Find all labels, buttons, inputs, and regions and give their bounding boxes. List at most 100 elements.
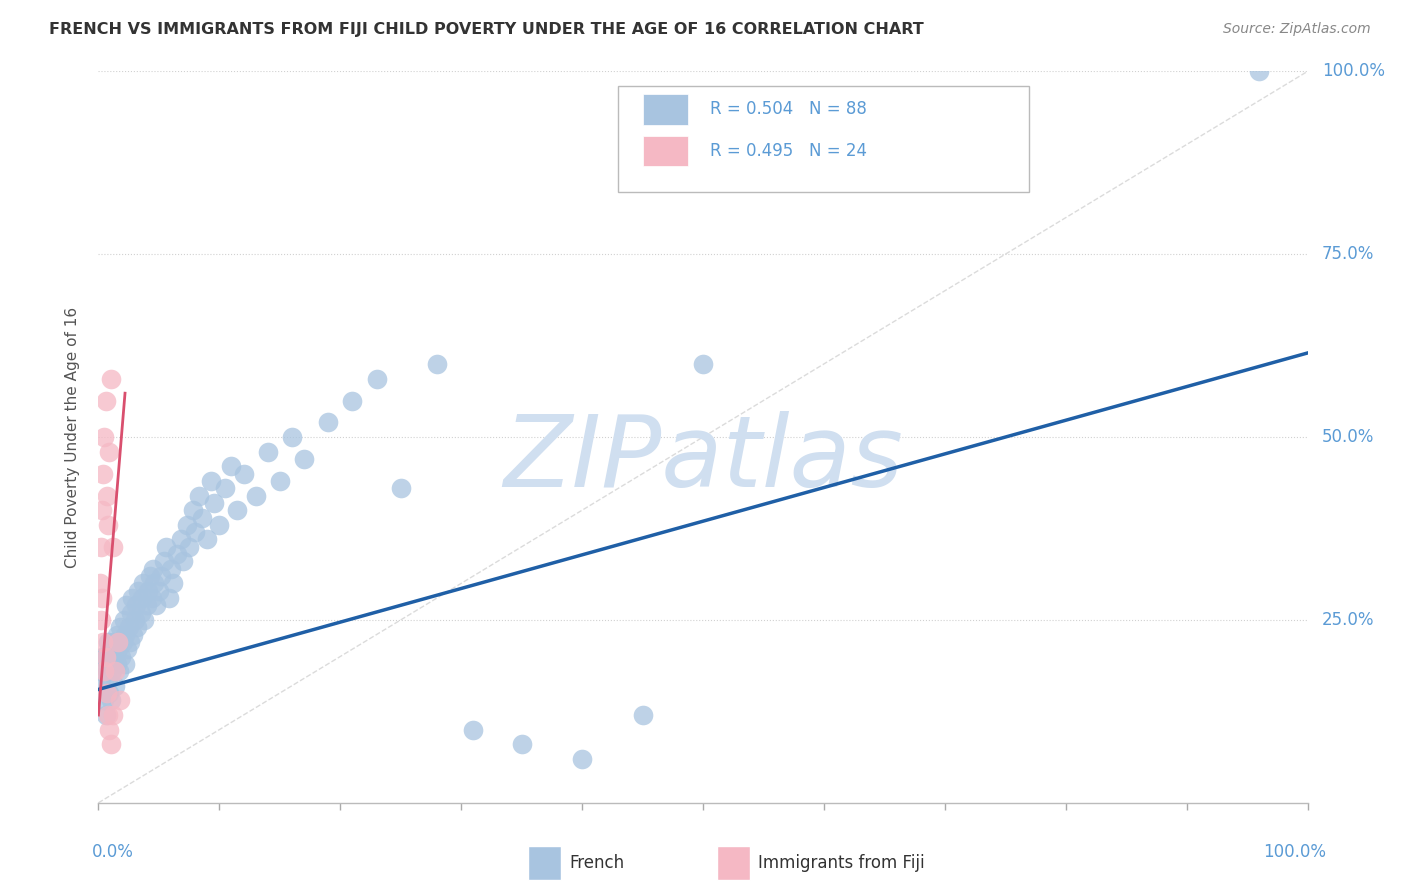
Point (90, 664, 112, 678)
Point (98, 686, 121, 700)
Point (100, 642, 122, 657)
Point (208, 517, 231, 532)
Point (184, 525, 207, 540)
Point (97, 708, 120, 723)
Point (1249, 64, 1271, 78)
Point (191, 510, 214, 524)
Point (108, 693, 131, 707)
Point (94, 708, 117, 723)
Point (152, 554, 174, 568)
Text: ZIPatlas: ZIPatlas (503, 410, 903, 508)
Point (118, 620, 141, 634)
Point (145, 599, 167, 613)
Point (135, 599, 157, 613)
Point (97, 517, 120, 532)
Point (139, 569, 162, 583)
Text: Immigrants from Fiji: Immigrants from Fiji (758, 854, 925, 872)
Point (100, 664, 122, 678)
Point (93, 693, 115, 707)
Point (100, 737, 122, 751)
Point (94, 393, 117, 408)
Point (115, 599, 138, 613)
Text: 50.0%: 50.0% (1322, 428, 1375, 446)
Point (204, 496, 226, 510)
Point (93, 664, 115, 678)
Point (97, 672, 120, 686)
Point (91, 467, 114, 481)
Point (91, 591, 114, 605)
Point (101, 540, 124, 554)
Point (269, 474, 291, 488)
Point (292, 452, 315, 467)
Point (127, 583, 149, 598)
Point (136, 583, 159, 598)
Text: 0.0%: 0.0% (93, 843, 134, 861)
Point (124, 613, 146, 627)
Point (127, 620, 149, 634)
Point (91, 679, 114, 693)
Text: French: French (569, 854, 624, 872)
FancyBboxPatch shape (619, 86, 1029, 192)
Text: Source: ZipAtlas.com: Source: ZipAtlas.com (1223, 22, 1371, 37)
Point (104, 664, 127, 678)
Point (221, 459, 243, 474)
Point (132, 576, 155, 591)
Point (100, 693, 122, 707)
Point (91, 649, 114, 664)
Point (117, 642, 139, 657)
Point (121, 591, 143, 605)
Point (125, 599, 148, 613)
Text: 25.0%: 25.0% (1322, 611, 1375, 629)
Point (110, 649, 132, 664)
Point (181, 503, 204, 517)
Point (148, 583, 170, 598)
Point (692, 357, 714, 371)
Point (120, 606, 142, 620)
Point (195, 533, 218, 547)
Point (101, 708, 124, 723)
Point (108, 664, 131, 678)
Text: R = 0.504   N = 88: R = 0.504 N = 88 (710, 101, 868, 119)
Point (107, 635, 129, 649)
Point (103, 649, 125, 664)
Point (131, 591, 153, 605)
Point (169, 533, 191, 547)
Y-axis label: Child Poverty Under the Age of 16: Child Poverty Under the Age of 16 (65, 307, 80, 567)
Point (101, 635, 124, 649)
Point (232, 467, 254, 481)
Point (112, 613, 135, 627)
Point (98, 723, 121, 737)
Text: 100.0%: 100.0% (1322, 62, 1385, 80)
Point (176, 517, 198, 532)
Point (122, 627, 145, 641)
Point (143, 576, 166, 591)
Point (105, 627, 128, 641)
Point (316, 416, 339, 430)
Point (150, 569, 173, 583)
Point (90, 540, 112, 554)
Point (510, 737, 533, 751)
Point (91, 503, 114, 517)
Point (100, 371, 122, 385)
Point (162, 576, 184, 591)
Text: FRENCH VS IMMIGRANTS FROM FIJI CHILD POVERTY UNDER THE AGE OF 16 CORRELATION CHA: FRENCH VS IMMIGRANTS FROM FIJI CHILD POV… (49, 22, 924, 37)
Point (187, 489, 209, 503)
Point (157, 591, 180, 605)
Point (118, 635, 141, 649)
Point (97, 635, 120, 649)
Point (129, 606, 152, 620)
Point (134, 613, 156, 627)
Point (389, 481, 412, 495)
Text: R = 0.495   N = 24: R = 0.495 N = 24 (710, 142, 868, 160)
Point (463, 723, 485, 737)
Point (96, 489, 118, 503)
Point (426, 357, 449, 371)
Point (93, 649, 115, 664)
Point (200, 474, 222, 488)
Point (91, 635, 114, 649)
Text: 75.0%: 75.0% (1322, 245, 1375, 263)
Point (90, 613, 112, 627)
Point (160, 562, 183, 576)
Point (104, 679, 127, 693)
Point (98, 444, 121, 458)
